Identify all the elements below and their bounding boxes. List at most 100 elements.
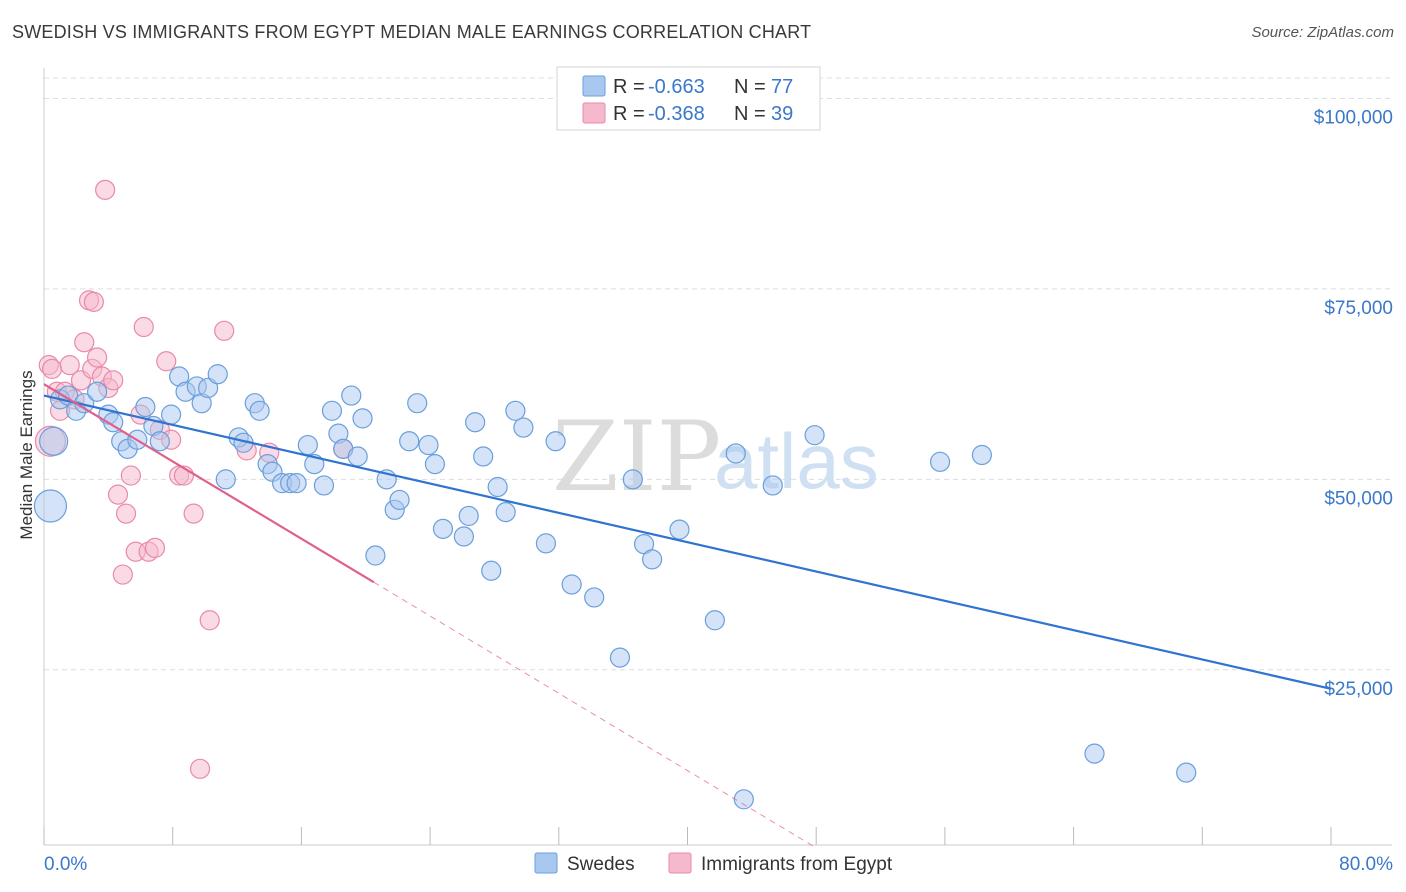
bottom-legend-swatch-egypt xyxy=(668,852,692,874)
legend-r-value: -0.663 xyxy=(648,76,705,98)
swedes-point xyxy=(513,417,534,438)
swedes-point xyxy=(160,404,182,425)
swedes-point xyxy=(505,400,526,421)
egypt-point xyxy=(103,370,124,391)
swedes-point xyxy=(669,519,690,540)
bottom-legend-swatch-swedes xyxy=(534,852,558,874)
swedes-point xyxy=(929,451,951,472)
egypt-point xyxy=(120,465,141,486)
egypt-point xyxy=(86,347,108,368)
swedes-point xyxy=(487,476,508,498)
egypt-point xyxy=(183,503,204,524)
swedes-point xyxy=(622,469,643,490)
swedes-point xyxy=(399,431,420,452)
egypt-point xyxy=(95,179,116,200)
legend-n-label: N = xyxy=(734,76,766,98)
swedes-point xyxy=(535,533,557,554)
egypt-point xyxy=(59,354,80,376)
legend-swatch-swedes xyxy=(582,75,606,97)
bottom-legend-swedes: Swedes xyxy=(567,854,635,875)
legend-r-label: R = xyxy=(613,103,645,125)
x-tick-label-max: 80.0% xyxy=(1339,854,1393,875)
y-tick-label: $100,000 xyxy=(1314,107,1393,128)
watermark-zip: ZIP xyxy=(552,401,721,513)
chart-title: SWEDISH VS IMMIGRANTS FROM EGYPT MEDIAN … xyxy=(12,22,812,42)
legend-swatch-egypt xyxy=(582,102,606,124)
egypt-trend-line-extension xyxy=(373,581,817,849)
swedes-point xyxy=(481,560,502,581)
swedes-point xyxy=(762,475,783,496)
swedes-point xyxy=(33,489,68,523)
swedes-point xyxy=(207,364,228,385)
legend-r-value: -0.368 xyxy=(648,103,705,125)
swedes-point xyxy=(347,446,368,467)
swedes-point xyxy=(103,412,124,433)
swedes-point xyxy=(389,489,410,511)
bottom-legend-egypt: Immigrants from Egypt xyxy=(701,854,893,875)
source-label: Source: ZipAtlas.com xyxy=(1251,24,1394,41)
swedes-point xyxy=(352,408,373,429)
swedes-point xyxy=(1084,743,1105,764)
swedes-point xyxy=(424,454,446,475)
swedes-point xyxy=(149,431,170,452)
swedes-point xyxy=(297,434,318,456)
swedes-point xyxy=(135,396,156,418)
swedes-point xyxy=(39,426,69,456)
grid-lines xyxy=(44,77,1392,671)
swedes-point xyxy=(418,434,439,456)
swedes-point xyxy=(804,425,825,446)
swedes-point xyxy=(407,393,428,414)
egypt-point xyxy=(107,484,129,505)
x-tick-label-min: 0.0% xyxy=(44,854,87,875)
swedes-point xyxy=(725,443,746,464)
egypt-point xyxy=(115,503,137,524)
swedes-point xyxy=(642,549,663,570)
swedes-point xyxy=(704,610,725,631)
swedes-point xyxy=(495,502,516,523)
swedes-point xyxy=(465,412,486,433)
y-axis-label: Median Male Earnings xyxy=(17,370,36,539)
egypt-point xyxy=(74,332,95,353)
swedes-point xyxy=(545,431,566,452)
y-tick-label: $50,000 xyxy=(1324,488,1393,509)
swedes-point xyxy=(304,454,325,475)
legend-n-label: N = xyxy=(734,103,766,125)
swedes-point xyxy=(473,446,494,467)
swedes-points xyxy=(33,364,1197,810)
egypt-point xyxy=(189,758,211,779)
egypt-point xyxy=(133,316,154,338)
swedes-point xyxy=(215,469,236,490)
swedes-point xyxy=(458,505,479,527)
swedes-point xyxy=(86,381,108,402)
swedes-point xyxy=(341,385,362,406)
y-tick-label: $75,000 xyxy=(1324,298,1393,319)
swedes-point xyxy=(313,475,335,496)
swedes-point xyxy=(321,400,343,421)
egypt-point xyxy=(156,351,177,372)
swedes-point xyxy=(733,789,754,810)
swedes-point xyxy=(286,473,307,494)
x-tick-marks xyxy=(43,827,1332,845)
y-tick-labels: $100,000 $75,000 $50,000 $25,000 xyxy=(1314,107,1393,699)
legend-r-label: R = xyxy=(613,76,645,98)
egypt-trend-line xyxy=(43,383,375,584)
egypt-point xyxy=(83,291,104,312)
legend-n-value: 77 xyxy=(771,76,793,98)
egypt-point xyxy=(144,537,166,559)
swedes-point xyxy=(249,400,270,421)
swedes-trend-line xyxy=(43,394,1332,690)
y-tick-label: $25,000 xyxy=(1324,679,1393,700)
swedes-point xyxy=(609,647,631,668)
trend-lines xyxy=(43,383,1332,849)
swedes-point xyxy=(197,377,219,399)
swedes-point xyxy=(365,545,386,566)
swedes-point xyxy=(432,518,454,539)
swedes-point xyxy=(971,444,993,466)
series-legend: Swedes Immigrants from Egypt xyxy=(534,852,893,875)
swedes-point xyxy=(1176,762,1197,783)
egypt-point xyxy=(112,564,133,585)
swedes-point xyxy=(453,526,474,547)
egypt-point xyxy=(41,358,63,379)
legend-n-value: 39 xyxy=(771,103,793,125)
